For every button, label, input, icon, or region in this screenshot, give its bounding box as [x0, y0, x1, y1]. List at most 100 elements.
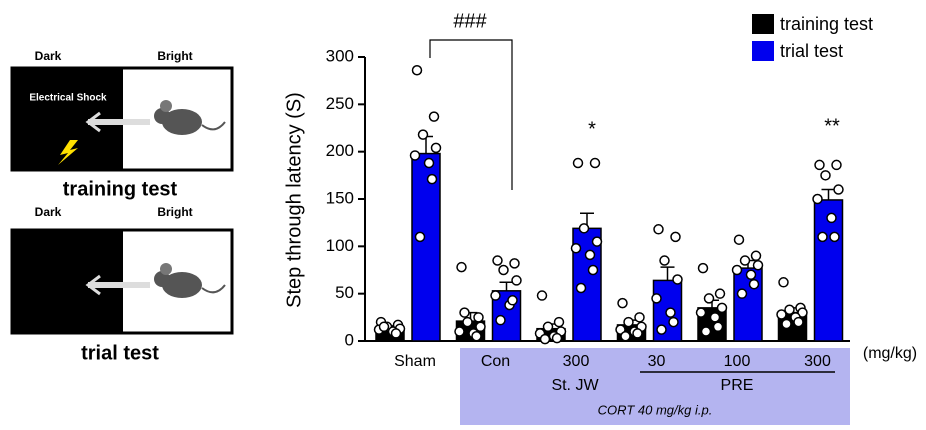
data-point [623, 316, 634, 328]
data-point [454, 326, 465, 337]
data-point [542, 321, 554, 333]
data-point [475, 321, 486, 333]
x-tick-label: Sham [394, 353, 436, 370]
data-point [814, 159, 825, 171]
data-point [833, 184, 844, 195]
x-tick-label: 100 [724, 353, 751, 370]
data-point [831, 159, 842, 171]
data-point [570, 242, 582, 254]
data-point [620, 331, 631, 342]
data-point [378, 321, 390, 333]
legend-label: training test [780, 14, 873, 34]
data-point [700, 326, 712, 337]
data-point [417, 129, 429, 140]
data-point [578, 223, 590, 234]
data-point [695, 307, 707, 318]
group-label: PRE [721, 377, 754, 394]
data-point [591, 236, 603, 247]
treatment-label: CORT 40 mg/kg i.p. [598, 402, 713, 417]
data-point [492, 255, 503, 266]
data-point [653, 224, 664, 235]
data-point [471, 331, 482, 342]
data-point [459, 307, 470, 318]
data-point [539, 333, 551, 345]
data-point [712, 321, 724, 333]
significance-bracket [429, 39, 513, 190]
y-tick-label: 200 [326, 141, 354, 160]
data-point [411, 65, 423, 76]
bar [733, 267, 763, 342]
data-point [714, 288, 726, 299]
mouse [154, 263, 226, 298]
lightning [58, 140, 78, 165]
y-tick-label: 100 [326, 236, 354, 255]
data-point [423, 157, 435, 169]
label: Dark [35, 49, 62, 63]
arrow-head [85, 111, 101, 133]
data-point [575, 282, 587, 294]
arrow-head [85, 274, 101, 296]
data-point [812, 193, 823, 205]
annotation: * [588, 118, 596, 140]
data-point [829, 231, 840, 243]
legend-swatch [752, 41, 774, 61]
data-point [716, 302, 728, 314]
caption: trial test [81, 342, 159, 364]
y-tick-label: 150 [326, 188, 354, 207]
label: Bright [157, 205, 192, 219]
error-bar [821, 188, 836, 200]
data-point [498, 264, 509, 276]
data-point [826, 212, 837, 224]
data-point [750, 250, 762, 262]
treatment-box [460, 348, 850, 425]
data-point [665, 307, 676, 318]
data-point [778, 277, 789, 288]
data-point [651, 293, 662, 304]
data-point [736, 288, 748, 299]
data-point [584, 249, 596, 261]
data-point [748, 278, 760, 290]
data-point [733, 234, 745, 245]
data-point [632, 328, 643, 339]
data-point [536, 290, 548, 301]
data-point [617, 297, 628, 309]
data-point [745, 269, 757, 280]
data-point [793, 316, 804, 328]
data-point [414, 231, 426, 243]
group-label: St. JW [551, 377, 599, 394]
data-point [784, 304, 795, 316]
dark-room [12, 230, 123, 333]
x-tick-label: 300 [804, 353, 831, 370]
data-point [490, 290, 501, 301]
diagram: Dark Bright Electrical Shock training te… [10, 49, 234, 364]
data-point [409, 150, 421, 161]
data-point [817, 231, 828, 243]
data-point [776, 309, 787, 320]
data-point [553, 316, 565, 328]
data-point [587, 264, 599, 276]
data-point [739, 255, 751, 266]
x-tick-label: Con [481, 353, 510, 370]
data-point [820, 170, 831, 181]
data-point [752, 260, 764, 271]
y-axis-label: Step through latency (S) [283, 92, 305, 308]
error-bar [499, 281, 514, 291]
x-tick-label: 300 [563, 353, 590, 370]
error-bar [660, 266, 675, 281]
data-point [473, 312, 484, 323]
data-point [509, 258, 520, 269]
data-point [670, 231, 681, 243]
data-point [428, 111, 440, 122]
data-point [668, 316, 679, 328]
y-tick-label: 0 [345, 330, 354, 349]
y-tick-label: 300 [326, 46, 354, 65]
data-point [731, 264, 743, 276]
data-point [551, 332, 563, 344]
data-point [456, 261, 467, 273]
data-point [797, 307, 808, 318]
caption: training test [63, 178, 178, 200]
data-point [589, 157, 601, 169]
annotation: ### [453, 10, 487, 32]
legend-label: trial test [780, 41, 843, 61]
